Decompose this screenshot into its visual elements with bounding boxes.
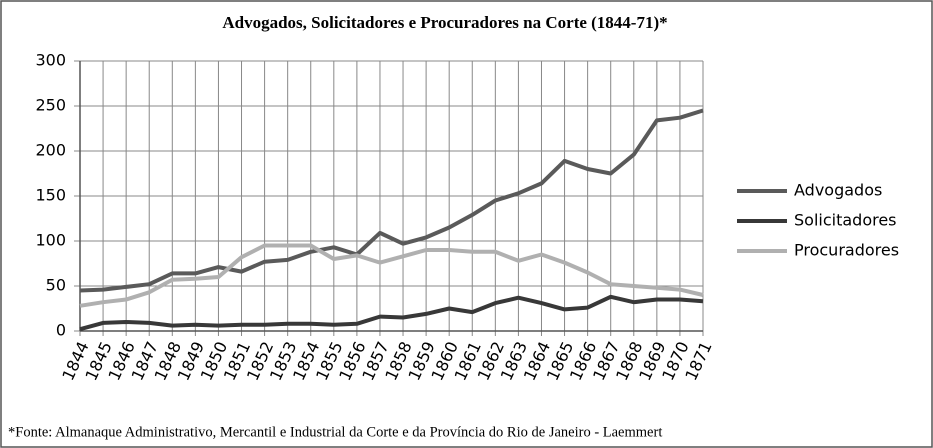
legend-label: Solicitadores	[794, 211, 897, 230]
y-tick-label: 150	[35, 186, 66, 205]
legend-label: Procuradores	[794, 241, 899, 260]
legend-label: Advogados	[794, 181, 882, 200]
series-line	[79, 108, 704, 293]
series-line	[79, 243, 704, 308]
y-tick-label: 300	[35, 51, 66, 70]
footnote: *Fonte: Almanaque Administrativo, Mercan…	[8, 424, 662, 440]
y-tick-label: 100	[35, 231, 66, 250]
y-tick-label: 200	[35, 141, 66, 160]
y-tick-label: 250	[35, 96, 66, 115]
y-tick-label: 50	[46, 276, 66, 295]
y-tick-label: 0	[56, 321, 66, 340]
series-line	[79, 294, 704, 332]
chart-title: Advogados, Solicitadores e Procuradores …	[222, 13, 667, 32]
